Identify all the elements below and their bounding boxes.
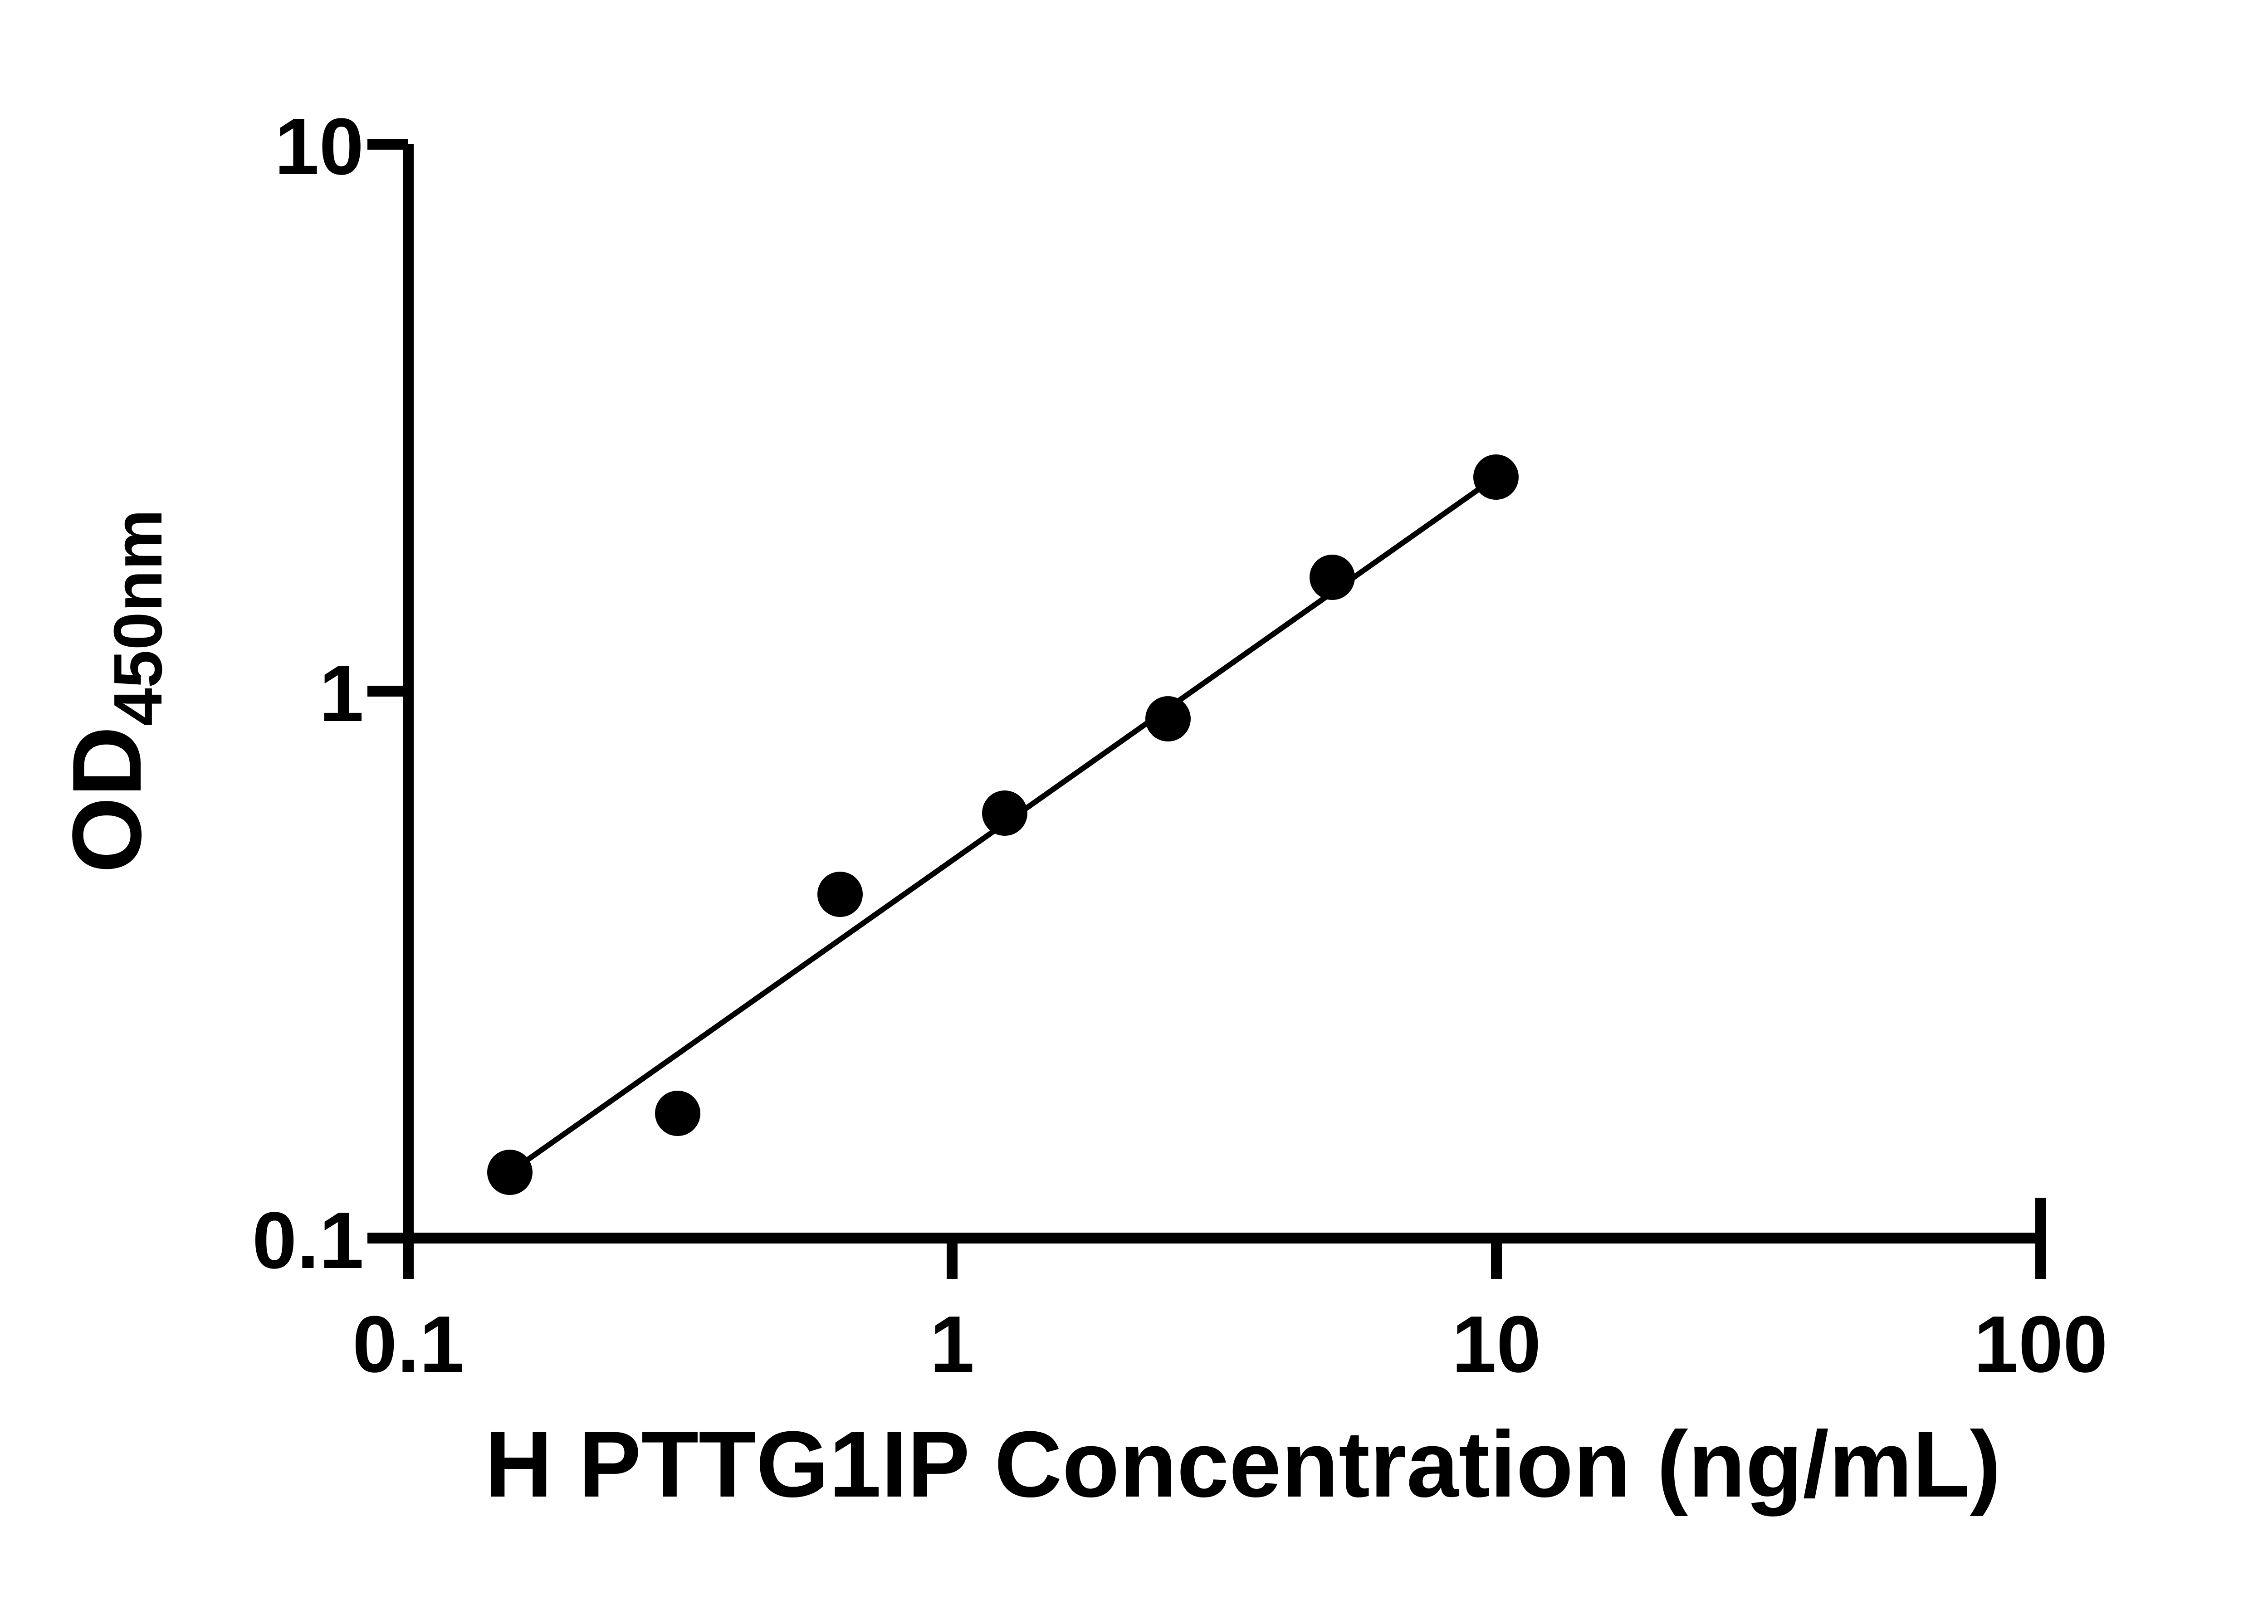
svg-text:10: 10 [274, 102, 364, 191]
svg-text:H PTTG1IP Concentration (ng/mL: H PTTG1IP Concentration (ng/mL) [485, 1412, 2001, 1517]
svg-text:1: 1 [319, 649, 364, 738]
svg-text:10: 10 [1452, 1299, 1541, 1389]
svg-text:1: 1 [930, 1299, 974, 1389]
svg-text:OD450nm: OD450nm [52, 509, 176, 873]
svg-text:100: 100 [1974, 1299, 2107, 1389]
svg-text:0.1: 0.1 [252, 1195, 364, 1285]
svg-text:0.1: 0.1 [352, 1299, 464, 1389]
